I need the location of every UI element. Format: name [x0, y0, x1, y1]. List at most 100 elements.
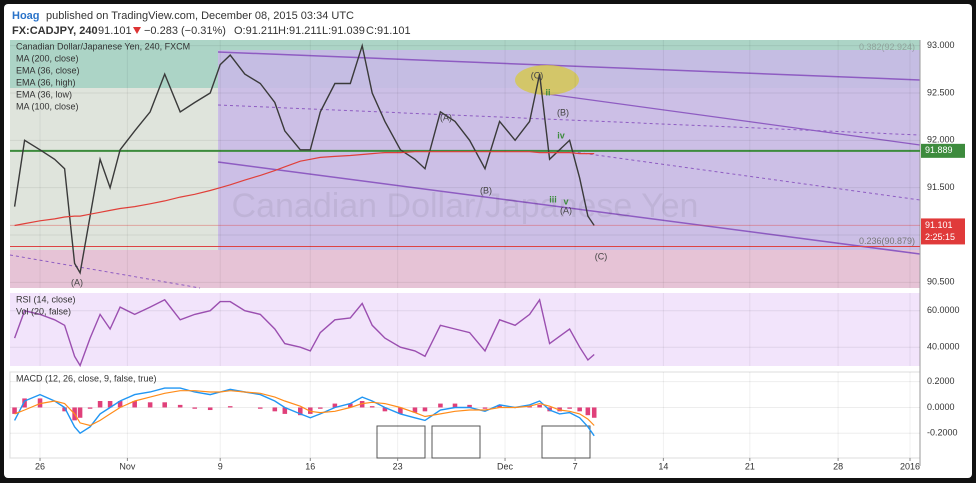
histogram-bar — [107, 401, 113, 408]
x-tick-label: 7 — [573, 461, 578, 471]
close: C:91.101 — [366, 25, 411, 37]
channel-mid — [9, 254, 201, 289]
wave-label: (C) — [531, 70, 544, 80]
level-tag — [921, 143, 965, 158]
wave-label: iv — [557, 130, 565, 140]
legend-entry: MA (100, close) — [16, 101, 79, 111]
change: −0.283 (−0.31%) — [144, 25, 226, 37]
histogram-bar — [422, 407, 428, 412]
legend-entry: Vol (20, false) — [16, 306, 71, 316]
histogram-bar — [332, 403, 338, 408]
author: Hoag — [12, 10, 40, 22]
rsi-bg — [10, 293, 920, 366]
series-line — [14, 151, 595, 227]
level-label: 91.889 — [925, 145, 953, 155]
wave-label: (C) — [595, 251, 608, 261]
histogram-bar — [452, 403, 458, 408]
channel-line — [539, 92, 921, 146]
histogram-bar — [382, 407, 388, 412]
legend-entry: EMA (36, close) — [16, 65, 80, 75]
last-tag — [921, 218, 965, 245]
histogram-bar — [398, 407, 403, 414]
x-tick-label: 9 — [218, 461, 223, 471]
x-tick-label: Dec — [497, 461, 514, 471]
wave-label: v — [563, 196, 568, 206]
histogram-bar — [318, 407, 323, 409]
histogram-bar — [412, 407, 418, 413]
wave-label: (B) — [557, 107, 569, 117]
histogram-bar — [482, 407, 488, 409]
countdown: 2:25:15 — [925, 232, 955, 242]
legend-entry: EMA (36, high) — [16, 77, 76, 87]
histogram-bar — [177, 404, 183, 408]
high: H:91.211 — [278, 25, 322, 37]
series-line — [13, 298, 595, 368]
y-tick-label: 90.500 — [927, 277, 955, 287]
series-line — [14, 390, 595, 427]
wave-label: ii — [545, 87, 550, 97]
x-tick-label: 28 — [833, 461, 843, 471]
legend-entry: Canadian Dollar/Japanese Yen, 240, FXCM — [16, 41, 190, 51]
panel-title: MACD (12, 26, close, 9, false, true) — [16, 373, 157, 383]
x-tick-label: 21 — [745, 461, 755, 471]
wave-label: (B) — [480, 185, 492, 195]
histogram-bar — [257, 407, 263, 409]
legend-entry: MA (200, close) — [16, 53, 79, 63]
legend-entry: RSI (14, close) — [16, 294, 76, 304]
zone-bottom — [10, 250, 920, 288]
histogram-bar — [272, 407, 278, 412]
macd-bg — [9, 371, 921, 459]
y-tick-label: 91.500 — [927, 182, 955, 192]
y-tick-label: -0.2000 — [927, 428, 958, 438]
price: 91.101 — [98, 25, 132, 37]
histogram-bar — [117, 401, 123, 408]
histogram-bar — [12, 407, 17, 414]
highlight-ellipse — [515, 65, 579, 95]
fib-label: 0.236(90.879) — [859, 236, 915, 246]
histogram-bar — [282, 407, 288, 414]
y-tick-label: 0.2000 — [927, 376, 955, 386]
y-tick-label: 93.000 — [927, 40, 955, 50]
series-line — [13, 42, 595, 275]
box — [431, 425, 481, 459]
histogram-bar — [162, 402, 167, 408]
legend-entry: EMA (36, low) — [16, 89, 72, 99]
histogram-bar — [77, 407, 83, 418]
y-tick-label: 92.500 — [927, 87, 955, 97]
wave-label: (A) — [560, 205, 572, 215]
histogram-bar — [37, 398, 43, 408]
histogram-bar — [438, 403, 443, 408]
histogram-bar — [192, 407, 198, 409]
histogram-bar — [147, 402, 153, 408]
fib-label: 0.382(92.924) — [859, 42, 915, 52]
y-tick-label: 0.0000 — [927, 402, 955, 412]
x-tick-label: 26 — [35, 461, 45, 471]
histogram-bar — [497, 404, 502, 408]
histogram-bar — [577, 407, 582, 412]
box — [541, 425, 591, 459]
histogram-bar — [207, 407, 213, 411]
x-tick-label: 2016 — [900, 461, 920, 471]
histogram-bar — [527, 406, 532, 408]
x-tick-label: Nov — [119, 461, 136, 471]
histogram-bar — [132, 401, 137, 408]
y-tick-label: 92.000 — [927, 135, 955, 145]
x-tick-label: 16 — [305, 461, 315, 471]
histogram-bar — [227, 406, 233, 408]
histogram-bar — [585, 407, 591, 416]
wave-label: iii — [549, 194, 557, 204]
histogram-bar — [97, 401, 103, 408]
published: published on TradingView.com, December 0… — [46, 10, 354, 22]
box — [376, 425, 426, 459]
x-tick-label: 14 — [658, 461, 668, 471]
down-arrow — [133, 27, 141, 34]
symbol: FX:CADJPY, 240 — [12, 25, 98, 37]
wave-label: (A) — [440, 112, 452, 122]
histogram-bar — [467, 404, 472, 408]
wave-label: (A) — [71, 277, 83, 287]
watermark: Canadian Dollar/Japanese Yen — [232, 187, 699, 225]
y-tick-label: 40.0000 — [927, 342, 960, 352]
panel-backgrounds — [9, 40, 921, 466]
